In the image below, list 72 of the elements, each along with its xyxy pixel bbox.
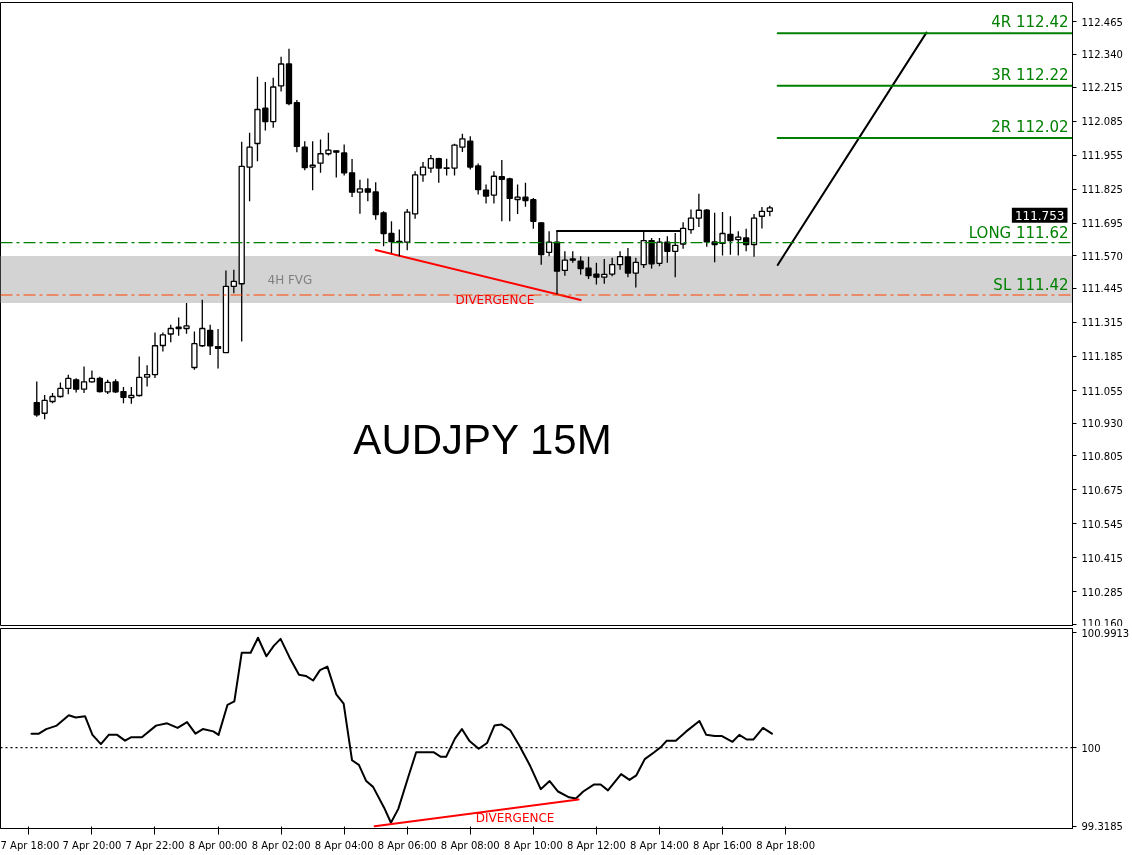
- candlestick: [80, 365, 88, 394]
- candlestick: [758, 206, 766, 230]
- y-tick-label: 112.215: [1081, 82, 1123, 94]
- candlestick: [561, 250, 569, 277]
- candlestick: [498, 159, 505, 222]
- candlestick: [475, 162, 482, 196]
- x-tick-label: 7 Apr 18:00: [0, 839, 60, 851]
- y-tick-label: 111.315: [1081, 317, 1123, 329]
- ref-line-label: SL 111.42: [993, 276, 1069, 295]
- candlestick: [348, 158, 356, 198]
- x-tick-label: 8 Apr 06:00: [377, 839, 437, 851]
- candlestick: [490, 170, 498, 205]
- series-label: 2R 112.02: [991, 118, 1069, 137]
- candlestick: [341, 143, 348, 177]
- candlestick: [88, 369, 96, 384]
- x-tick-label: 7 Apr 20:00: [62, 839, 122, 851]
- x-tick-label: 8 Apr 04:00: [314, 839, 374, 851]
- y-tick-label: 111.055: [1081, 385, 1123, 397]
- band-label: 4H FVG: [267, 272, 313, 287]
- x-tick-label: 8 Apr 00:00: [188, 839, 248, 851]
- candlestick: [609, 257, 616, 277]
- series-label: 4R 112.42: [991, 13, 1069, 32]
- candlestick: [687, 208, 695, 235]
- annotation: 111.753: [1014, 208, 1065, 223]
- annotation: DIVERGENCE: [455, 293, 535, 308]
- series-label: 3R 112.22: [991, 65, 1069, 84]
- y-tick-label: 111.445: [1081, 283, 1123, 295]
- x-tick-label: 8 Apr 12:00: [566, 839, 626, 851]
- candlestick: [214, 328, 222, 370]
- y-tick-label: 100.9913: [1081, 627, 1130, 639]
- y-tick-label: 110.675: [1081, 484, 1123, 496]
- ref-line-label: LONG 111.62: [968, 223, 1069, 242]
- x-tick-label: 8 Apr 08:00: [440, 839, 500, 851]
- candlestick: [632, 257, 639, 289]
- candlestick: [435, 157, 442, 184]
- candlestick: [482, 183, 490, 205]
- x-tick-label: 8 Apr 18:00: [756, 839, 816, 851]
- candlestick: [143, 364, 151, 388]
- candlestick: [277, 56, 285, 93]
- y-tick-label: 111.955: [1081, 150, 1123, 162]
- y-tick-label: 110.285: [1081, 586, 1123, 598]
- text: AUDJPY 15M: [353, 415, 612, 463]
- annotation: DIVERGENCE: [475, 810, 555, 825]
- y-tick-label: 100: [1081, 742, 1101, 754]
- y-tick-label: 99.3185: [1081, 821, 1123, 833]
- x-tick-label: 8 Apr 10:00: [503, 839, 563, 851]
- candlestick: [159, 331, 167, 353]
- candlestick: [624, 247, 632, 278]
- x-tick-label: 8 Apr 14:00: [630, 839, 689, 851]
- candlestick: [616, 250, 624, 271]
- candlestick: [230, 268, 237, 294]
- y-tick-label: 110.805: [1081, 450, 1123, 462]
- y-tick-label: 111.570: [1081, 250, 1123, 262]
- candlestick: [317, 138, 324, 174]
- candlestick: [695, 193, 703, 228]
- y-tick-label: 110.415: [1081, 552, 1123, 564]
- x-tick-label: 8 Apr 02:00: [251, 839, 311, 851]
- y-tick-label: 111.825: [1081, 184, 1123, 196]
- y-tick-label: 111.695: [1081, 218, 1123, 230]
- y-tick-label: 111.185: [1081, 351, 1123, 363]
- y-tick-label: 110.930: [1081, 418, 1123, 430]
- y-tick-label: 110.160: [1081, 617, 1123, 629]
- x-tick-label: 7 Apr 22:00: [125, 839, 185, 851]
- y-tick-label: 112.085: [1081, 116, 1123, 128]
- y-tick-label: 112.340: [1081, 49, 1123, 61]
- candlestick: [364, 177, 371, 202]
- x-tick-label: 8 Apr 16:00: [693, 839, 752, 851]
- candlestick: [419, 161, 427, 183]
- candlestick: [356, 178, 364, 215]
- candlestick: [207, 324, 214, 356]
- y-tick-label: 110.545: [1081, 518, 1123, 530]
- y-tick-label: 112.465: [1081, 16, 1123, 28]
